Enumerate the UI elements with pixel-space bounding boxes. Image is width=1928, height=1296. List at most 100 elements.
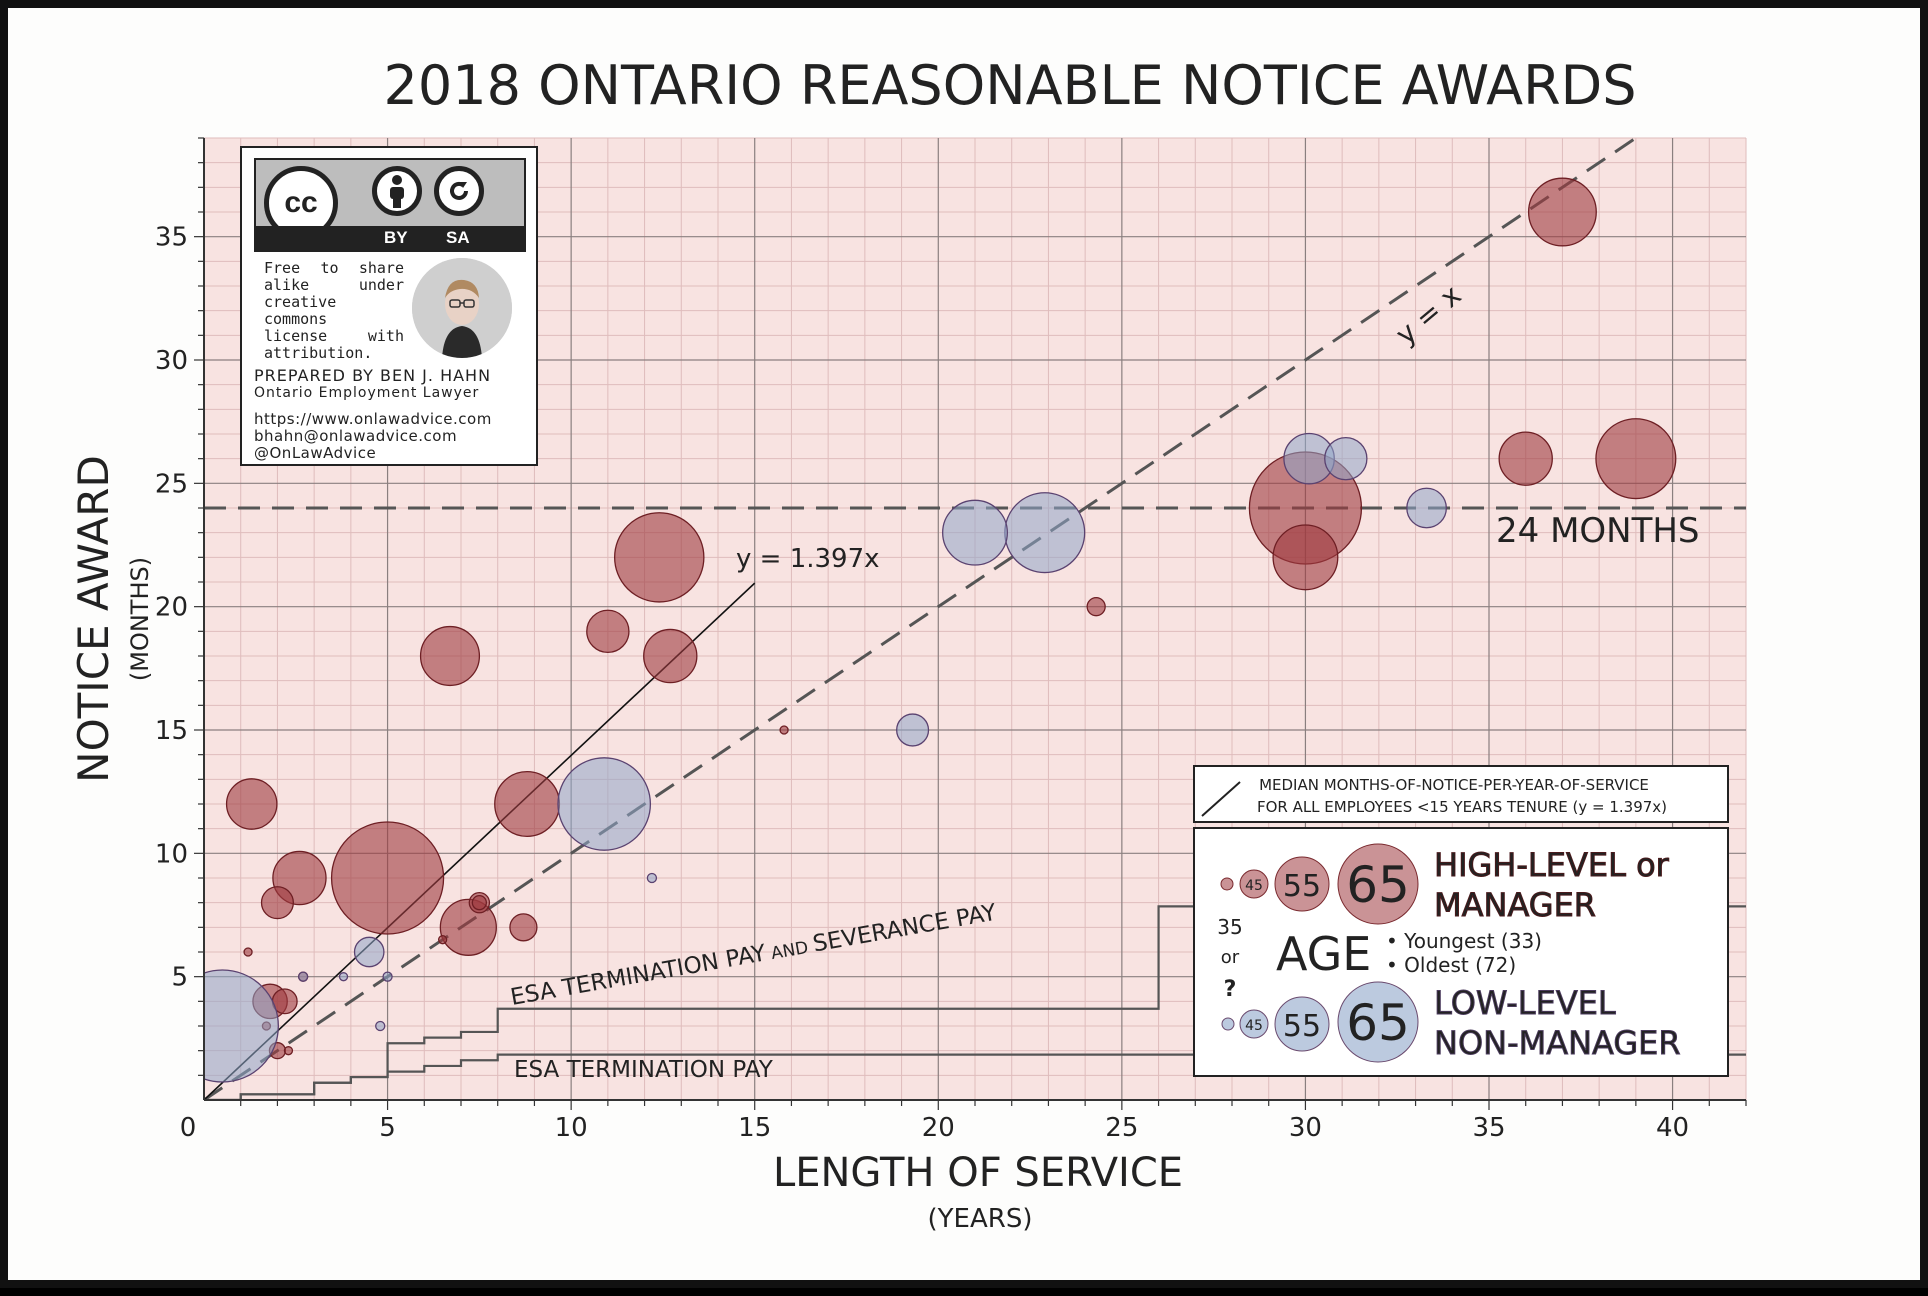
license-notice: Free to share alike under creative commo…: [264, 260, 404, 362]
license-notice-line: alike under: [264, 276, 404, 294]
esa-step-lines: [204, 905, 1746, 1100]
low-level-bubble: [1324, 436, 1368, 481]
cc-strip: [256, 226, 524, 250]
legend-high-35: [1220, 877, 1234, 891]
low-level-bubble: [375, 1020, 386, 1032]
y-tick-label: 10: [155, 839, 188, 869]
high-level-bubble: [260, 886, 294, 920]
license-notice-line: license with: [264, 327, 404, 345]
high-level-bubble: [613, 512, 705, 603]
legend-high-55-label: 55: [1283, 869, 1321, 904]
legend-low-55: [1274, 996, 1330, 1052]
legend-high-65: [1337, 843, 1419, 925]
high-level-bubble: [509, 913, 538, 942]
y-tick-label: 25: [155, 469, 188, 499]
low-level-bubble: [942, 499, 1008, 566]
high-level-bubble: [419, 625, 481, 687]
x-tick-label: 20: [922, 1113, 955, 1143]
high-level-bubble: [1527, 177, 1597, 247]
y-axis-units: (MONTHS): [126, 557, 154, 681]
author-email[interactable]: bhahn@onlawadvice.com: [254, 427, 458, 445]
esa-termination-label: ESA TERMINATION PAY: [514, 1057, 774, 1083]
share-alike-glyph-icon: [450, 181, 468, 200]
legend-age-label: AGE: [1276, 927, 1371, 981]
low-level-bubble: [204, 969, 279, 1083]
author-website[interactable]: https://www.onlawadvice.com: [254, 410, 492, 428]
x-tick-label: 35: [1472, 1113, 1505, 1143]
low-level-bubble: [338, 972, 349, 982]
author-info: PREPARED BY BEN J. HAHN Ontario Employme…: [254, 366, 530, 462]
legend-low-65-label: 65: [1346, 994, 1410, 1052]
by-label: BY: [384, 228, 408, 247]
x-tick-label: 40: [1656, 1113, 1689, 1143]
author-handle[interactable]: @OnLawAdvice: [254, 444, 377, 462]
x-tick-label: 0: [180, 1113, 197, 1143]
median-legend-box: [1193, 765, 1729, 823]
high-level-bubble: [779, 725, 789, 735]
low-level-bubble: [557, 757, 652, 851]
median-legend-line2: FOR ALL EMPLOYEES <15 YEARS TENURE (y = …: [1257, 798, 1667, 816]
chart-title: 2018 ONTARIO REASONABLE NOTICE AWARDS: [384, 54, 1637, 117]
median-legend-line1: MEDIAN MONTHS-OF-NOTICE-PER-YEAR-OF-SERV…: [1259, 776, 1649, 794]
high-level-bubble: [586, 609, 630, 654]
author-role: Ontario Employment Lawyer: [254, 385, 480, 401]
cc-badge: cc BY SA: [254, 158, 526, 252]
license-notice-line: creative: [264, 293, 337, 311]
license-box: cc BY SA Free to share alike under creat…: [240, 146, 538, 466]
legend-low-45: [1239, 1009, 1269, 1039]
legend-q-or: or: [1221, 947, 1240, 968]
prepared-by: PREPARED BY BEN J. HAHN: [254, 366, 492, 385]
low-level-bubble: [1004, 492, 1086, 574]
high-level-bubble: [283, 1046, 294, 1056]
attribution-icon: [372, 166, 422, 216]
data-bubbles: [204, 177, 1677, 1083]
24-months-label: 24 MONTHS: [1496, 511, 1700, 551]
low-level-bubble: [382, 971, 393, 982]
y-tick-label: 5: [171, 963, 188, 993]
low-level-bubble: [646, 872, 658, 884]
low-level-bubble: [297, 971, 309, 982]
y-tick-label: 35: [155, 223, 188, 253]
sa-label: SA: [446, 228, 470, 247]
legend-high-55: [1274, 856, 1330, 912]
legend-oldest: • Oldest (72): [1386, 953, 1516, 977]
low-level-bubble: [896, 713, 930, 747]
low-level-bubble: [1406, 487, 1447, 529]
author-contacts: https://www.onlawadvice.com bhahn@onlawa…: [254, 411, 530, 462]
legend-low-35: [1221, 1017, 1235, 1031]
y-tick-label: 30: [155, 346, 188, 376]
x-axis-units: (YEARS): [928, 1204, 1033, 1234]
x-axis-label: LENGTH OF SERVICE: [773, 1150, 1183, 1196]
license-notice-line: attribution.: [264, 344, 373, 362]
share-alike-icon: [434, 166, 484, 216]
license-notice-line: commons: [264, 310, 328, 328]
high-level-bubble: [330, 821, 445, 935]
high-level-bubble: [439, 898, 497, 956]
license-notice-line: Free to share: [264, 259, 404, 277]
y-axis-label: NOTICE AWARD: [69, 455, 118, 783]
legend-low-65: [1337, 981, 1419, 1063]
high-level-bubble: [1086, 597, 1106, 617]
axis-tick-labels: 0 5 10 15 20 25 30 35 40 5 10 15 20 25 30 35: [155, 223, 1689, 1143]
legend-low-45-label: 45: [1245, 1018, 1263, 1034]
high-level-bubble: [494, 771, 561, 837]
legend-high-65-label: 65: [1346, 856, 1410, 914]
high-level-bubble: [1595, 418, 1677, 500]
legend-q-mark: ?: [1224, 977, 1237, 1002]
y-1397x-label: y = 1.397x: [736, 544, 880, 574]
low-level-bubble: [353, 936, 385, 968]
legend-low-55-label: 55: [1283, 1009, 1321, 1044]
esa-step-line: [204, 1053, 1746, 1100]
high-level-bubble: [437, 935, 448, 945]
author-portrait-icon: [412, 258, 512, 358]
high-level-bubble: [471, 894, 488, 911]
legend-low-line1: LOW-LEVEL: [1434, 984, 1616, 1022]
person-icon: [390, 175, 404, 208]
x-tick-label: 15: [738, 1113, 771, 1143]
x-tick-label: 10: [555, 1113, 588, 1143]
legend-youngest: • Youngest (33): [1386, 929, 1542, 953]
y-tick-label: 15: [155, 716, 188, 746]
legend-low-line2: NON-MANAGER: [1434, 1024, 1681, 1062]
axis-ticks: [194, 137, 1747, 1110]
